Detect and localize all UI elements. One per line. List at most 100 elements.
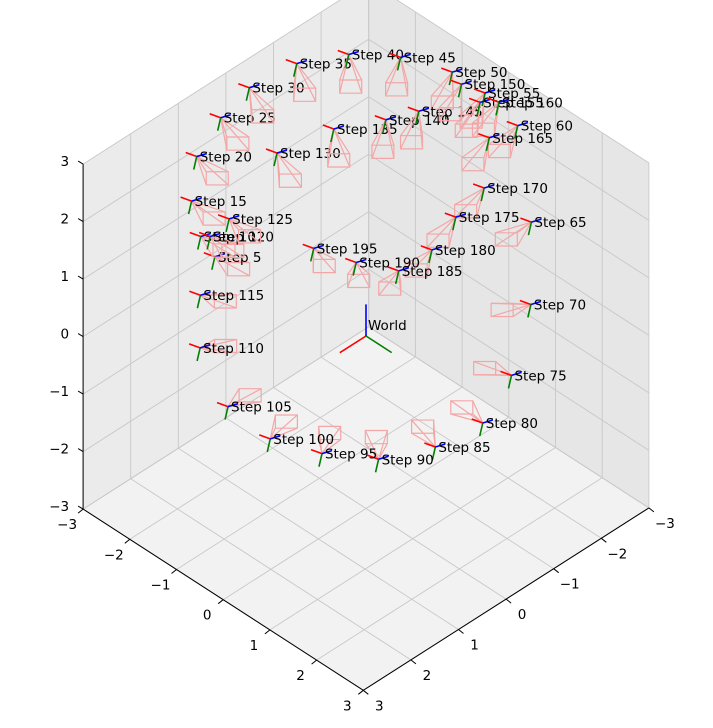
camera-pose: Step 40: [337, 47, 404, 94]
frustum-edge: [313, 247, 336, 273]
frustum-edge: [296, 63, 317, 102]
pose-label: Step 70: [534, 297, 586, 313]
frustum-edge: [220, 117, 250, 138]
frustum-edge: [426, 216, 457, 248]
frustum-face: [385, 82, 409, 97]
pose-x-axis: [374, 115, 387, 121]
world-x-axis: [339, 335, 367, 354]
x-tick: [458, 629, 464, 634]
frustum-edge: [495, 221, 532, 234]
pose-x-axis: [302, 243, 315, 250]
frustum-edge: [411, 432, 436, 448]
pose-x-axis: [472, 183, 485, 189]
x-tick-label: 2: [423, 668, 432, 684]
frustum-edge: [333, 128, 351, 155]
pose-z-axis: [455, 213, 467, 218]
pose-label: Step 195: [317, 241, 378, 257]
frustum-face: [399, 135, 424, 150]
pose-x-axis: [238, 82, 250, 89]
pose-z-axis: [191, 197, 202, 202]
frustum-edge: [191, 200, 204, 226]
pose-x-axis: [450, 79, 462, 85]
pose-x-axis: [387, 266, 399, 272]
frustum-face: [371, 144, 395, 159]
frustum-edge: [461, 137, 490, 159]
pose-y-axis: [382, 119, 387, 133]
frustum-edge: [191, 200, 226, 226]
frustum-edge: [513, 302, 531, 306]
pose-z-axis: [270, 435, 281, 440]
frustum-edge: [269, 427, 276, 440]
frustum-edge: [276, 152, 302, 175]
frustum-face: [487, 143, 512, 159]
z-tick-label: 1: [61, 269, 70, 285]
pose-y-axis: [495, 102, 500, 116]
frustum-face: [378, 281, 402, 296]
frustum-edge: [200, 235, 236, 245]
pose-z-axis: [484, 89, 496, 94]
x-tick-label: −1: [560, 577, 580, 593]
pose-label: Step 55: [488, 86, 540, 102]
frustum-edge: [220, 117, 250, 151]
frustum-face: [213, 294, 237, 309]
pose-label: Step 65: [534, 215, 586, 231]
y-tick: [357, 689, 364, 695]
pose-y-axis: [428, 249, 433, 264]
pose-z-axis: [483, 184, 495, 189]
pose-z-axis: [321, 449, 333, 455]
frustum-edge: [200, 236, 214, 258]
pose-x-axis: [188, 343, 201, 349]
camera-pose: Step 35: [285, 57, 352, 102]
frustum-edge: [214, 256, 250, 277]
camera-pose: Step 170: [454, 181, 548, 219]
pose-x-axis: [258, 434, 271, 440]
pose-label: Step 125: [232, 212, 293, 228]
z-tick-label: −3: [49, 499, 69, 515]
camera-pose: Step 75: [473, 360, 567, 389]
pose-y-axis: [457, 84, 463, 98]
camera-pose: Step 70: [490, 297, 586, 318]
camera-pose: Step 165: [461, 131, 553, 172]
pose-label: Step 60: [521, 119, 573, 135]
grid-line: [368, 38, 650, 221]
pose-label: Step 45: [404, 50, 456, 66]
frustum-face: [205, 171, 229, 186]
camera-pose: Step 65: [494, 215, 587, 247]
camera-pose: Step 180: [404, 243, 496, 278]
pose-y-axis: [431, 446, 437, 461]
grid-line: [82, 38, 369, 222]
pose-y-axis: [196, 347, 201, 362]
pose-x-axis: [519, 299, 532, 306]
pose-label: Step 75: [514, 368, 566, 384]
pose-y-axis: [292, 63, 298, 77]
camera-pose: Step 20: [185, 150, 252, 186]
y-tick: [311, 659, 317, 665]
y-tick-label: −1: [151, 578, 171, 594]
frustum-edge: [488, 125, 519, 145]
frustum-face: [438, 106, 462, 122]
grid-line: [82, 0, 341, 165]
frustum-edge: [191, 200, 226, 213]
pose-x-axis: [310, 448, 323, 455]
x-tick: [600, 537, 607, 543]
pose-y-axis: [396, 57, 402, 71]
pose-label: Step 50: [455, 65, 507, 81]
pose-label: Step 80: [486, 416, 538, 432]
pose-y-axis: [527, 221, 533, 236]
pose-x-axis: [478, 133, 490, 139]
frustum-edge: [228, 218, 261, 231]
frustum-edge: [227, 401, 262, 408]
pose-y-axis: [206, 236, 211, 250]
pose-y-axis: [211, 256, 216, 270]
x-tick: [362, 689, 369, 695]
frustum-edge: [196, 156, 207, 173]
pose-z-axis: [431, 246, 443, 251]
pose-x-axis: [506, 120, 519, 127]
pose-y-axis: [273, 152, 278, 167]
frustum-edge: [347, 262, 357, 275]
frustum-edge: [438, 83, 463, 122]
pose-x-axis: [424, 442, 436, 448]
frustum-edge: [276, 152, 302, 188]
pose-label: Step 185: [402, 264, 463, 280]
